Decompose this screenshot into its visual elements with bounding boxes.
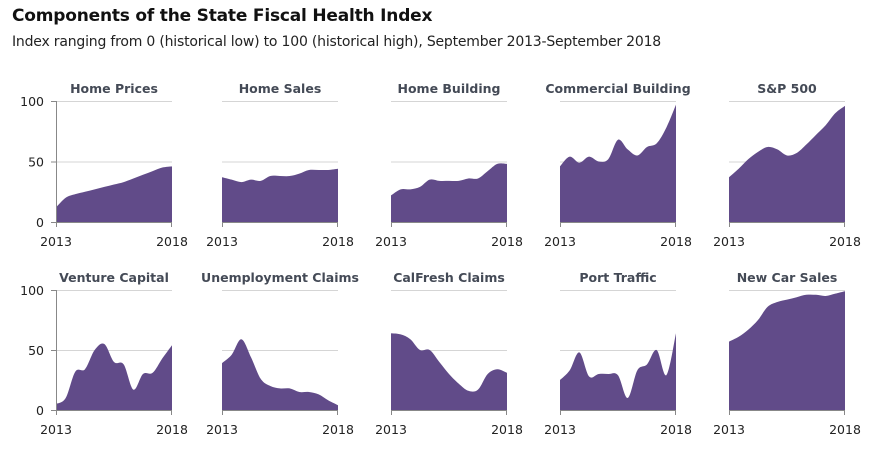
- area-commercial-building: [560, 104, 676, 222]
- panel-title-home-sales: Home Sales: [239, 81, 322, 96]
- area-home-sales: [222, 168, 338, 222]
- x-tick-label-2018: 2018: [660, 422, 692, 437]
- x-tick-label-2018: 2018: [156, 234, 188, 249]
- y-tick-label-100: 100: [20, 283, 44, 298]
- panel-title-commercial-building: Commercial Building: [545, 81, 690, 96]
- area-venture-capital: [56, 343, 172, 410]
- area-home-building: [391, 163, 507, 222]
- y-tick-label-100: 100: [20, 94, 44, 109]
- panel-title-port-traffic: Port Traffic: [579, 270, 656, 285]
- x-tick-label-2018: 2018: [156, 422, 188, 437]
- chart-title: Components of the State Fiscal Health In…: [12, 6, 433, 26]
- area-port-traffic: [560, 333, 676, 410]
- x-tick-label-2013: 2013: [544, 234, 576, 249]
- x-tick-label-2018: 2018: [491, 422, 523, 437]
- y-tick-label-0: 0: [36, 403, 44, 418]
- x-tick-label-2018: 2018: [322, 234, 354, 249]
- x-tick-label-2018: 2018: [829, 234, 861, 249]
- panel-title-venture-capital: Venture Capital: [59, 270, 169, 285]
- panel-title-unemployment-claims: Unemployment Claims: [201, 270, 359, 285]
- area-new-car-sales: [729, 291, 845, 410]
- x-tick-label-2013: 2013: [206, 234, 238, 249]
- x-tick-label-2018: 2018: [491, 234, 523, 249]
- x-tick-label-2018: 2018: [829, 422, 861, 437]
- x-tick-label-2013: 2013: [713, 234, 745, 249]
- x-tick-label-2013: 2013: [206, 422, 238, 437]
- x-tick-label-2013: 2013: [375, 234, 407, 249]
- x-tick-label-2013: 2013: [544, 422, 576, 437]
- x-tick-label-2013: 2013: [40, 234, 72, 249]
- panel-title-home-prices: Home Prices: [70, 81, 158, 96]
- panel-title-home-building: Home Building: [398, 81, 501, 96]
- panel-title-s-p-500: S&P 500: [757, 81, 817, 96]
- x-tick-label-2013: 2013: [375, 422, 407, 437]
- area-s-p-500: [729, 105, 845, 222]
- chart-subtitle: Index ranging from 0 (historical low) to…: [12, 34, 661, 50]
- y-tick-label-0: 0: [36, 215, 44, 230]
- area-home-prices: [56, 166, 172, 222]
- x-tick-label-2018: 2018: [322, 422, 354, 437]
- x-tick-label-2018: 2018: [660, 234, 692, 249]
- area-calfresh-claims: [391, 333, 507, 410]
- area-unemployment-claims: [222, 339, 338, 410]
- x-tick-label-2013: 2013: [713, 422, 745, 437]
- y-tick-label-50: 50: [28, 155, 44, 170]
- panel-title-new-car-sales: New Car Sales: [737, 270, 838, 285]
- x-tick-label-2013: 2013: [40, 422, 72, 437]
- y-tick-label-50: 50: [28, 343, 44, 358]
- panel-title-calfresh-claims: CalFresh Claims: [393, 270, 505, 285]
